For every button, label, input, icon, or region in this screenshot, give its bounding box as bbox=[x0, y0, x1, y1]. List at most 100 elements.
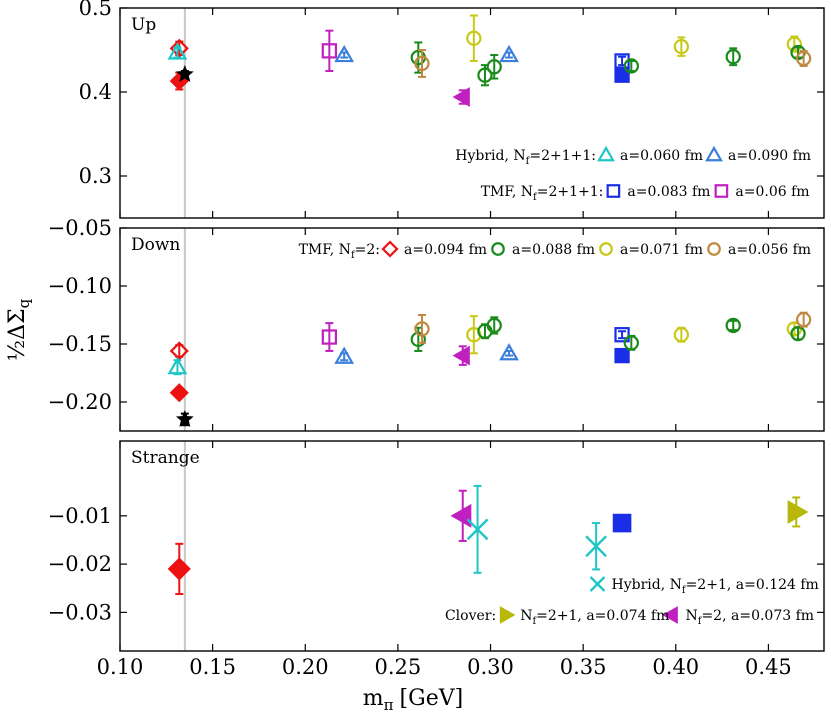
data-point bbox=[673, 327, 690, 343]
data-point bbox=[167, 356, 188, 375]
data-point bbox=[585, 535, 607, 558]
data-point bbox=[786, 321, 803, 337]
x-tick-label: 0.10 bbox=[97, 655, 144, 679]
legend-label-main: a=0.094 fm bbox=[404, 242, 487, 258]
legend-label-main: a=0.071 fm bbox=[620, 242, 703, 258]
y-tick-label: −0.20 bbox=[48, 390, 112, 414]
y-tick-label: −0.10 bbox=[48, 274, 112, 298]
y-axis-title: ½ΔΣq bbox=[5, 298, 33, 361]
y-axis-title-main: ½ΔΣ bbox=[5, 308, 30, 361]
y-tick-label: −0.01 bbox=[48, 504, 112, 528]
data-point-stroke-b bbox=[585, 535, 607, 558]
legend-marker bbox=[589, 576, 606, 592]
x-tick-label: 0.15 bbox=[189, 655, 236, 679]
y-tick-label: 0.3 bbox=[79, 164, 112, 188]
legend-marker bbox=[599, 242, 613, 256]
legend-label: Nf=2+1, a=0.074 fm bbox=[520, 608, 669, 627]
legend-group-label-sub: f bbox=[351, 250, 356, 261]
x-tick-label: 0.30 bbox=[467, 655, 514, 679]
legend-marker bbox=[705, 145, 723, 162]
x-axis-title: mπ [GeV] bbox=[363, 686, 463, 714]
legend-group-label: Hybrid, Nf=2+1+1: bbox=[455, 148, 596, 167]
legend-label-main: a=0.056 fm bbox=[728, 242, 811, 258]
data-point bbox=[499, 343, 519, 361]
data-point bbox=[795, 311, 812, 328]
x-tick-label: 0.40 bbox=[652, 655, 699, 679]
panel-label: Down bbox=[131, 235, 180, 255]
legend-marker-stroke-b bbox=[589, 576, 606, 592]
data-point bbox=[452, 345, 470, 366]
legend-label: a=0.071 fm bbox=[620, 242, 703, 258]
legend-label-main: a=0.088 fm bbox=[512, 242, 595, 258]
legend-label-main: Hybrid, N bbox=[612, 577, 682, 593]
legend-label-main: a=0.083 fm bbox=[627, 184, 710, 200]
legend-label-tail: =2, a=0.073 fm bbox=[701, 608, 814, 624]
data-point bbox=[175, 410, 194, 427]
legend-label-main: N bbox=[686, 608, 698, 624]
legend-group-label-main: Hybrid, N bbox=[455, 148, 525, 164]
x-axis-title-sub: π bbox=[384, 696, 394, 714]
legend-marker bbox=[606, 184, 621, 198]
legend-label-main: a=0.090 fm bbox=[728, 148, 811, 164]
svg-text:½ΔΣq: ½ΔΣq bbox=[5, 298, 33, 361]
legend-label-tail: =2+1, a=0.074 fm bbox=[536, 608, 669, 624]
legend-label: a=0.060 fm bbox=[620, 148, 703, 164]
y-tick-label: −0.05 bbox=[48, 216, 112, 240]
legend-label: a=0.090 fm bbox=[728, 148, 811, 164]
data-point bbox=[673, 38, 690, 55]
legend-group-label-main: TMF, N bbox=[481, 184, 533, 200]
legend-group-label-main: TMF, N bbox=[299, 242, 351, 258]
legend-group-label-sub: f bbox=[526, 156, 531, 167]
legend-group-label: TMF, Nf=2: bbox=[299, 242, 380, 261]
legend-marker bbox=[597, 145, 615, 162]
data-point bbox=[486, 317, 502, 334]
y-axis-title-sub: q bbox=[15, 298, 33, 308]
data-point bbox=[452, 87, 470, 107]
data-point bbox=[786, 36, 803, 52]
legend-label-tail: =2+1, a=0.124 fm bbox=[686, 577, 819, 593]
legend-group-label-tail: =2+1+1: bbox=[537, 184, 604, 200]
y-tick-label: −0.15 bbox=[48, 332, 112, 356]
legend-label: a=0.083 fm bbox=[627, 184, 710, 200]
y-tick-label: 0.4 bbox=[79, 80, 112, 104]
panel-up: 0.5 0.4 0.3 Up a=0.090 fm a=0.060 fm Hybrid, N… bbox=[79, 0, 825, 219]
data-point bbox=[175, 65, 194, 82]
data-point bbox=[612, 513, 632, 533]
data-point bbox=[466, 30, 482, 46]
data-point bbox=[477, 67, 493, 83]
data-point bbox=[790, 325, 806, 342]
y-tick-label: 0.5 bbox=[79, 0, 112, 20]
data-point bbox=[169, 383, 189, 403]
panel-down: −0.05 −0.10 −0.15 −0.20 Down a=0.056 fm a=0.07… bbox=[48, 216, 825, 432]
x-axis: 0.10 0.15 0.20 0.25 0.30 0.35 0.40 0.45 bbox=[97, 655, 792, 679]
panel-frame bbox=[119, 227, 825, 432]
y-tick-label: −0.03 bbox=[48, 600, 112, 624]
x-tick-label: 0.20 bbox=[282, 655, 329, 679]
legend-marker bbox=[381, 240, 399, 258]
data-point-stroke-b bbox=[466, 518, 489, 541]
legend-group-label-tail: =2: bbox=[355, 242, 380, 258]
legend-marker bbox=[499, 606, 516, 624]
legend-marker bbox=[707, 242, 721, 256]
data-point bbox=[167, 42, 188, 60]
data-point bbox=[787, 500, 809, 524]
data-point bbox=[623, 335, 639, 351]
data-point bbox=[321, 329, 338, 345]
x-tick-label: 0.45 bbox=[745, 655, 792, 679]
legend-group-label-sub: f bbox=[533, 192, 538, 203]
data-point bbox=[334, 44, 355, 63]
data-point bbox=[334, 346, 355, 364]
data-point bbox=[410, 331, 426, 348]
x-tick-label: 0.25 bbox=[375, 655, 422, 679]
data-point bbox=[450, 503, 472, 528]
data-point bbox=[466, 518, 489, 541]
data-point bbox=[414, 321, 430, 337]
data-point bbox=[486, 59, 502, 75]
legend-label: a=0.088 fm bbox=[512, 242, 595, 258]
legend-label-main: a=0.06 fm bbox=[735, 184, 809, 200]
data-point bbox=[414, 55, 430, 72]
data-point bbox=[167, 557, 191, 581]
legend-label-sub: f bbox=[682, 585, 687, 596]
legend-label-sub: f bbox=[532, 616, 537, 627]
